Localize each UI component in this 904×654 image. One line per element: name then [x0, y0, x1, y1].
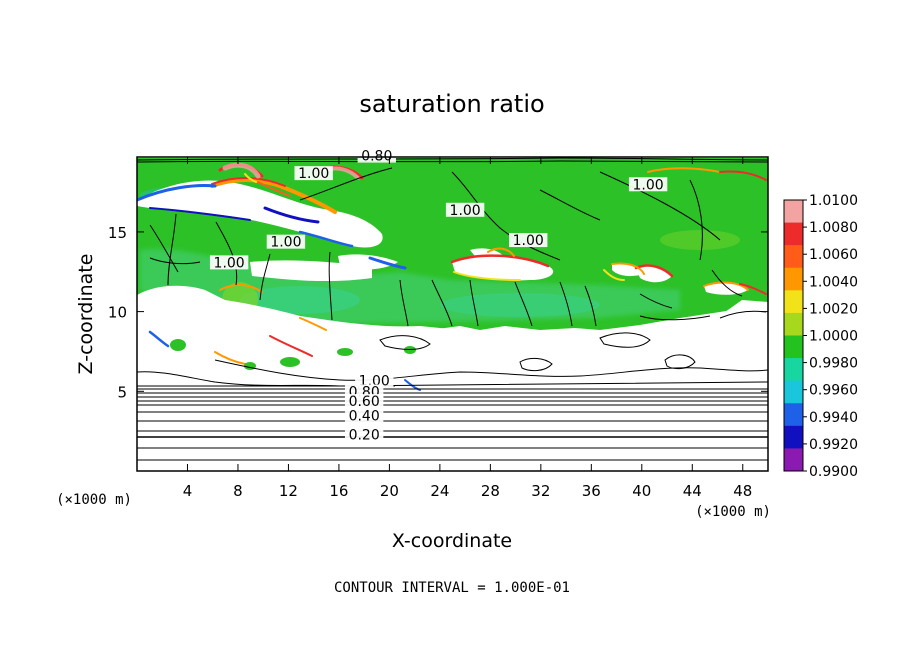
x-tick-label: 48 [733, 482, 752, 500]
contour-label-bg [355, 373, 394, 388]
contour-label-bg [628, 177, 668, 192]
x-tick-label: 28 [481, 482, 500, 500]
contour-label: 0.60 [349, 394, 380, 410]
z-unit-label: (×1000 m) [56, 492, 132, 508]
contour-label: 1.00 [450, 203, 481, 219]
x-tick-label: 8 [233, 482, 243, 500]
colorbar-label: 0.9920 [809, 437, 858, 453]
y-axis: 5 10 15 [108, 224, 768, 401]
subsaturated-gaps [137, 180, 768, 471]
y-axis-label: Z-coordinate [75, 254, 97, 375]
colorbar-swatch [784, 245, 803, 269]
contour-lines [137, 157, 768, 387]
x-tick-label: 12 [279, 482, 298, 500]
colorbar-label: 1.0020 [809, 301, 858, 317]
colorbar-label: 1.0000 [809, 329, 858, 345]
contour-label-bg [344, 408, 384, 423]
colorbar-swatch [784, 403, 803, 427]
colorbar-label: 1.0100 [809, 193, 858, 209]
contour-label-bg [209, 255, 249, 270]
colorbar-swatch [784, 267, 803, 291]
x-tick-label: 20 [380, 482, 399, 500]
contour-label-bg [344, 394, 384, 409]
x-axis: 4 8 12 16 20 24 28 32 36 40 44 48 [183, 157, 752, 500]
colorbar-swatch [784, 312, 803, 336]
colorbar-label: 1.0080 [809, 220, 858, 236]
chart-title: saturation ratio [359, 90, 544, 118]
colorbar-label: 0.9960 [809, 383, 858, 399]
x-tick-label: 4 [183, 482, 193, 500]
y-tick-label: 15 [108, 224, 127, 242]
x-axis-label: X-coordinate [392, 530, 512, 552]
colorbar-swatch [784, 448, 803, 472]
colorbar-label: 1.0040 [809, 274, 858, 290]
contour-label: 1.00 [513, 233, 544, 249]
contour-label-bg [294, 166, 333, 181]
colorbar-label: 0.9980 [809, 356, 858, 372]
x-tick-label: 24 [430, 482, 449, 500]
colorbar-label: 0.9900 [809, 464, 858, 480]
colorbar: 1.0100 1.0080 1.0060 1.0040 1.0020 1.0000 0.99… [783, 193, 858, 480]
colorbar-swatch [784, 290, 803, 314]
contour-label: 1.00 [298, 166, 329, 182]
contour-label: 0.40 [349, 408, 380, 424]
x-tick-label: 16 [329, 482, 348, 500]
contour-label: 0.20 [349, 428, 380, 444]
colorbar-label: 1.0060 [809, 247, 858, 263]
contour-label-bg [445, 202, 485, 217]
contour-label-bg [344, 427, 384, 442]
x-tick-label: 44 [683, 482, 702, 500]
colorbar-label: 0.9940 [809, 410, 858, 426]
supersaturation-edges [137, 162, 767, 391]
colorbar-swatch [784, 425, 803, 449]
contour-labels: 0.801.001.001.001.00 1.001.001.000.800.60… [209, 148, 668, 444]
contour-label-bg [357, 148, 396, 163]
contour-label: 1.00 [270, 235, 301, 251]
x-tick-label: 36 [582, 482, 601, 500]
contour-label-bg [509, 233, 548, 248]
contour-label-bg [266, 234, 306, 249]
colorbar-swatch [784, 200, 803, 224]
plot-frame [136, 156, 769, 472]
colorbar-swatch [784, 222, 803, 246]
contour-interval-note: CONTOUR INTERVAL = 1.000E-01 [334, 580, 570, 596]
contour-label: 1.00 [633, 177, 664, 193]
x-tick-label: 32 [531, 482, 550, 500]
y-tick-label: 10 [108, 304, 127, 322]
colorbar-swatch [784, 358, 803, 382]
contour-label: 1.00 [214, 255, 245, 271]
colorbar-swatch [784, 380, 803, 404]
x-unit-label: (×1000 m) [695, 504, 771, 520]
lower-contour-lines [137, 385, 768, 461]
y-tick-label: 5 [117, 383, 127, 401]
colorbar-swatch [784, 335, 803, 359]
x-tick-label: 40 [632, 482, 651, 500]
